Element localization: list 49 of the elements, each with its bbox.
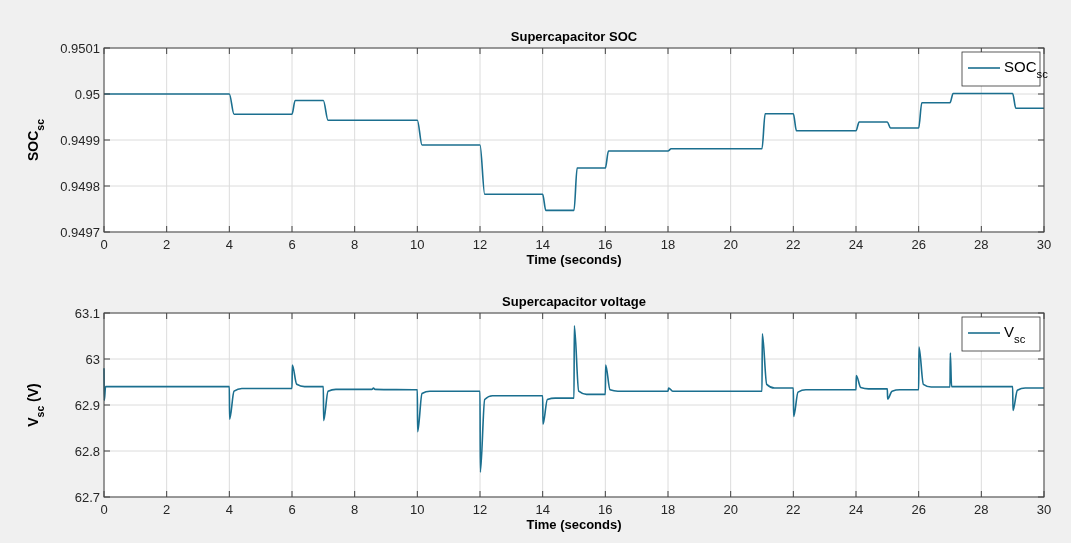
y-tick-label: 62.8: [74, 444, 100, 459]
y-tick-label: 63.1: [74, 306, 100, 321]
x-tick-label: 28: [974, 237, 989, 252]
chart-title: Supercapacitor SOC: [510, 29, 638, 44]
legend-label: V$_{sc}$: [1004, 323, 1026, 345]
x-tick-label: 22: [786, 502, 801, 517]
x-tick-label: 26: [911, 502, 926, 517]
chart-title: Supercapacitor voltage: [502, 294, 646, 309]
x-tick-label: 20: [723, 237, 738, 252]
x-tick-label: 10: [410, 502, 425, 517]
x-tick-label: 12: [472, 237, 488, 252]
x-tick-label: 6: [288, 237, 296, 252]
y-tick-label: 62.7: [74, 490, 100, 505]
x-tick-label: 26: [911, 237, 926, 252]
x-tick-label: 4: [225, 502, 233, 517]
y-tick-label: 0.9501: [60, 41, 100, 56]
x-tick-label: 6: [288, 502, 296, 517]
x-tick-label: 4: [225, 237, 233, 252]
x-tick-label: 16: [598, 237, 613, 252]
y-tick-label: 0.9499: [60, 133, 100, 148]
x-tick-label: 10: [410, 237, 425, 252]
x-tick-label: 20: [723, 502, 738, 517]
x-tick-label: 12: [472, 502, 488, 517]
x-tick-label: 30: [1036, 237, 1052, 252]
x-tick-label: 28: [974, 502, 989, 517]
x-axis-title: Time (seconds): [526, 517, 622, 532]
x-tick-label: 24: [848, 237, 864, 252]
x-tick-label: 16: [598, 502, 613, 517]
x-tick-label: 0: [100, 237, 108, 252]
x-tick-label: 18: [660, 502, 676, 517]
x-tick-label: 30: [1036, 502, 1052, 517]
x-tick-label: 22: [786, 237, 801, 252]
line-series: [103, 325, 1045, 473]
x-tick-label: 14: [535, 237, 550, 252]
y-tick-label: 0.9497: [60, 225, 100, 240]
y-tick-label: 0.95: [74, 87, 100, 102]
y-tick-label: 0.9498: [60, 179, 100, 194]
x-tick-label: 2: [163, 237, 171, 252]
y-tick-label: 62.9: [74, 398, 100, 413]
legend-label: SOC$_{sc}$: [1004, 58, 1049, 80]
x-tick-label: 2: [163, 502, 171, 517]
x-tick-label: 8: [351, 237, 359, 252]
x-tick-label: 18: [660, 237, 676, 252]
x-tick-label: 8: [351, 502, 359, 517]
x-tick-label: 0: [100, 502, 108, 517]
x-tick-label: 24: [848, 502, 864, 517]
y-tick-label: 63: [85, 352, 100, 367]
x-tick-label: 14: [535, 502, 550, 517]
x-axis-title: Time (seconds): [526, 252, 622, 267]
